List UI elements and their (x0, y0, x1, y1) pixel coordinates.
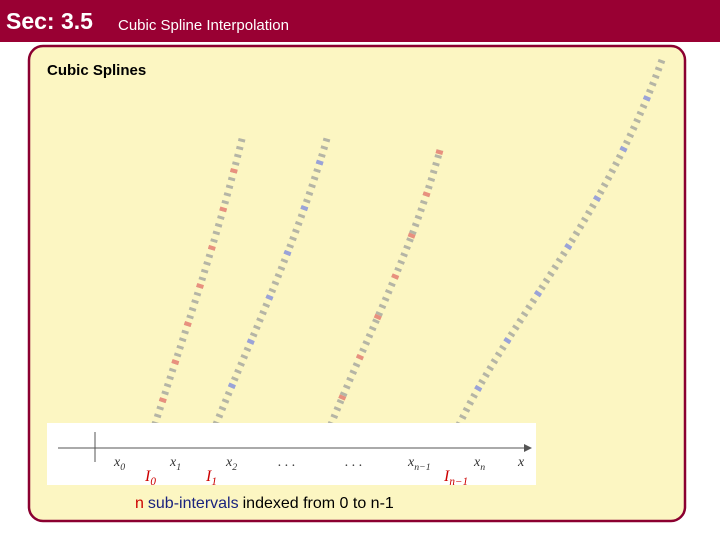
axis-strip (47, 423, 536, 485)
axis-labels: x0 x1 x2. . .. . . xn−1 xn x (113, 455, 525, 473)
caption-part: sub-intervals (148, 495, 239, 512)
header-bar (0, 0, 720, 42)
label-subscript: 1 (211, 476, 217, 488)
panel-title: Cubic Splines (47, 62, 146, 79)
label-base: x (113, 455, 121, 470)
interval-labels: I0 I1 In−1 (144, 468, 468, 488)
label-base: x (517, 455, 525, 470)
label-base: I (205, 468, 212, 485)
math-label: x1 (169, 455, 181, 473)
math-label: x0 (113, 455, 125, 473)
math-label: I0 (144, 468, 156, 488)
math-label: xn (473, 455, 485, 473)
spline-piece (448, 58, 666, 442)
label-subscript: n−1 (414, 462, 430, 473)
math-label: x2 (225, 455, 237, 473)
spline-curves (146, 58, 666, 442)
math-label: In−1 (443, 468, 468, 488)
slide-title: Cubic Spline Interpolation (118, 17, 289, 34)
label-subscript: 0 (120, 462, 125, 473)
label-base: x (407, 455, 415, 470)
spline-piece-highlight (209, 134, 332, 434)
label-subscript: 1 (176, 462, 181, 473)
label-base: I (443, 468, 450, 485)
label-base: x (169, 455, 177, 470)
caption: n sub-intervals indexed from 0 to n-1 (135, 495, 394, 512)
label-base: . . . (345, 455, 363, 470)
math-label: . . . (345, 455, 363, 470)
caption-part: n (135, 495, 144, 512)
label-subscript: 2 (232, 462, 237, 473)
spline-piece (209, 134, 332, 434)
label-subscript: n−1 (449, 476, 468, 488)
spline-piece (321, 149, 444, 442)
caption-part: indexed from 0 to n-1 (243, 495, 394, 512)
math-label: x (517, 455, 525, 470)
math-label: . . . (278, 455, 296, 470)
math-label: I1 (205, 468, 217, 488)
label-base: I (144, 468, 151, 485)
axis-arrow (524, 444, 532, 452)
content-panel (27, 44, 687, 523)
spline-piece (146, 134, 247, 442)
math-label: xn−1 (407, 455, 431, 473)
label-base: x (473, 455, 481, 470)
label-base: . . . (278, 455, 296, 470)
label-base: x (225, 455, 233, 470)
label-subscript: 0 (150, 476, 156, 488)
section-number: Sec: 3.5 (6, 8, 93, 34)
label-subscript: n (480, 462, 485, 473)
